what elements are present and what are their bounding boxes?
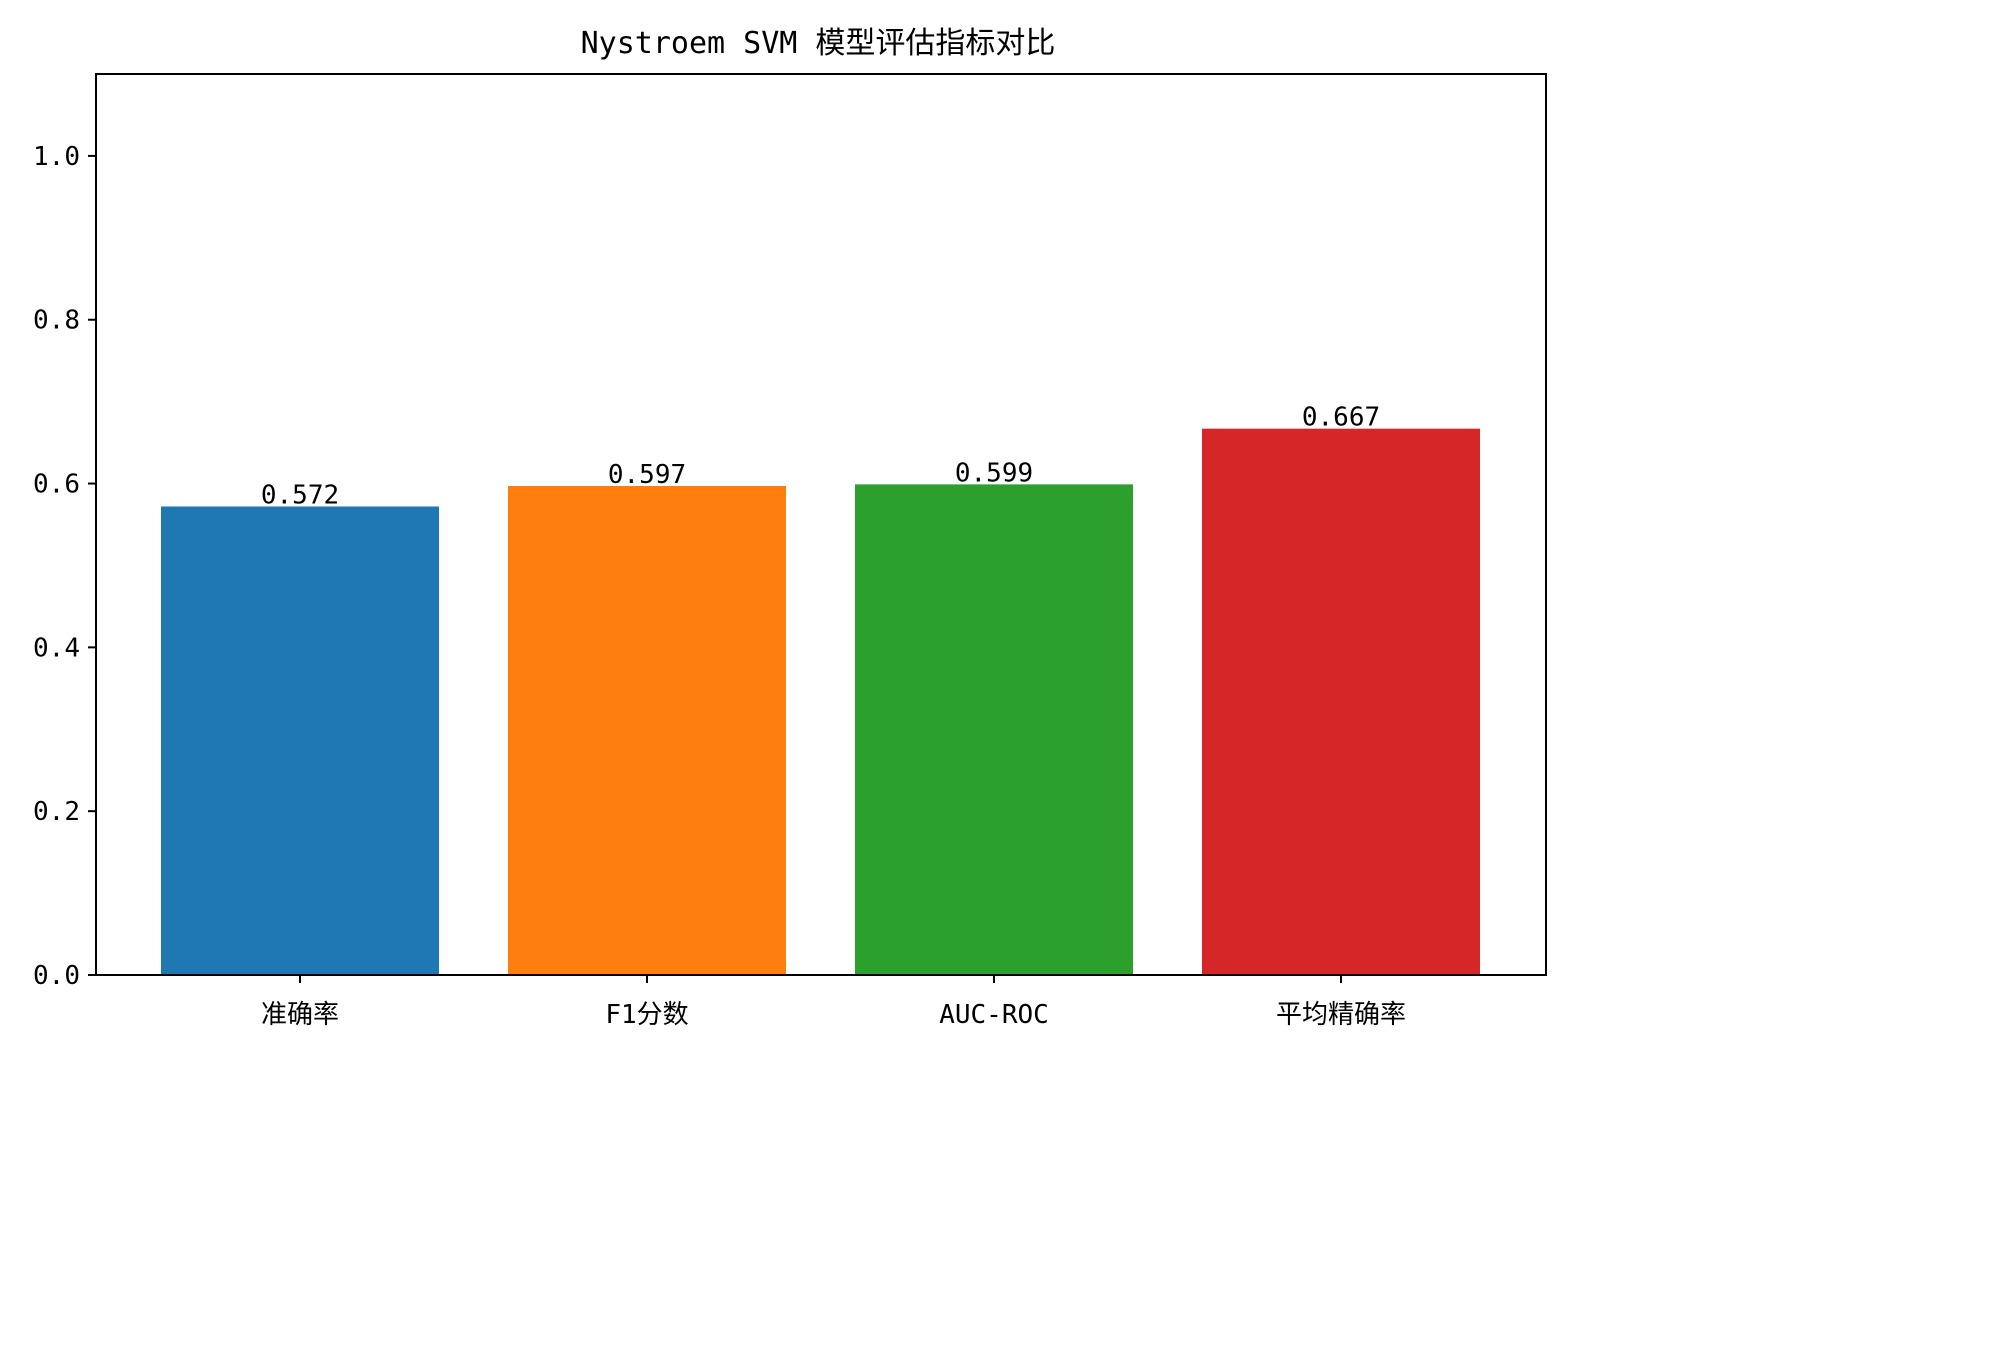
bar-chart: Nystroem SVM 模型评估指标对比 0.572 0.597 0.599 0.6… — [33, 26, 1547, 1030]
y-tick-label-3: 0.6 — [33, 470, 80, 500]
x-tick-label-3: 平均精确率 — [1276, 1000, 1406, 1030]
y-tick-label-5: 1.0 — [33, 142, 80, 172]
y-tick-label-0: 0.0 — [33, 961, 80, 991]
y-tick-label-1: 0.2 — [33, 797, 80, 827]
bar-0 — [161, 506, 439, 975]
y-tick-label-2: 0.4 — [33, 633, 80, 663]
plot-frame — [95, 73, 1547, 976]
value-label-1: 0.597 — [608, 460, 686, 490]
bar-2 — [855, 484, 1133, 975]
x-tick-label-0: 准确率 — [261, 1000, 339, 1030]
bar-3 — [1202, 428, 1480, 975]
chart-title: Nystroem SVM 模型评估指标对比 — [581, 26, 1056, 61]
chart-figure: Nystroem SVM 模型评估指标对比 0.572 0.597 0.599 0.6… — [33, 26, 1547, 1030]
y-axis: 0.0 0.2 0.4 0.6 0.8 1.0 — [33, 142, 96, 991]
x-tick-label-1: F1分数 — [605, 1000, 688, 1030]
bar-1 — [508, 486, 786, 975]
value-label-3: 0.667 — [1302, 403, 1380, 433]
y-tick-label-4: 0.8 — [33, 306, 80, 336]
x-tick-label-2: AUC-ROC — [939, 1000, 1049, 1030]
value-label-0: 0.572 — [261, 480, 339, 510]
value-labels-layer: 0.572 0.597 0.599 0.667 — [261, 403, 1380, 511]
value-label-2: 0.599 — [955, 458, 1033, 488]
bars-layer — [161, 428, 1480, 975]
x-axis: 准确率 F1分数 AUC-ROC 平均精确率 — [261, 975, 1406, 1030]
